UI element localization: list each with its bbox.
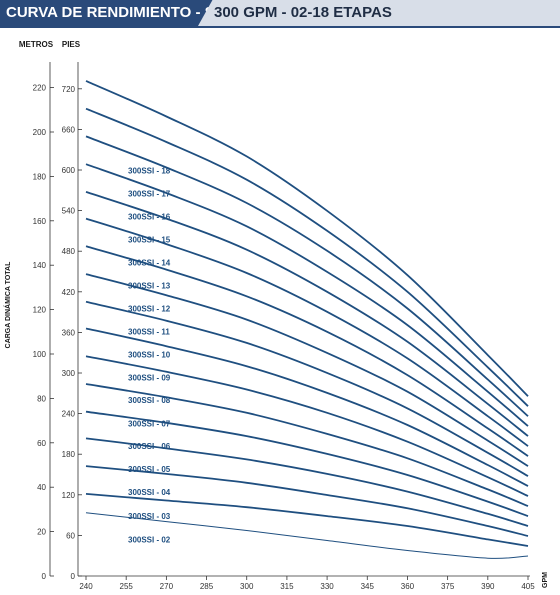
curve-300ssi-11: [85, 273, 529, 467]
curve-300ssi-02: [85, 512, 529, 559]
curve-label: 300SSI - 11: [128, 327, 170, 336]
curve-label: 300SSI - 09: [128, 373, 171, 382]
y-tick-label-metros: 200: [33, 128, 47, 137]
curve-label: 300SSI - 03: [128, 512, 171, 521]
chart-axes: 0 20 40 60 80 100 120 140 160 180 200 220 0 60 120 180 2…: [33, 62, 535, 591]
curve-300ssi-10: [85, 300, 529, 477]
y-tick-label-pies: 360: [62, 328, 76, 337]
curve-label: 300SSI - 06: [128, 442, 171, 451]
y-tick-label-pies: 240: [62, 410, 76, 419]
y-tick-label-metros: 140: [33, 261, 47, 270]
curve-300ssi-09: [85, 327, 529, 487]
y-tick-label-pies: 720: [62, 85, 76, 94]
curve-label: 300SSI - 05: [128, 465, 171, 474]
x-tick-label: 345: [361, 582, 375, 591]
curve-300ssi-03: [85, 493, 529, 547]
x-tick-label: 270: [160, 582, 174, 591]
curve-300ssi-04: [85, 465, 529, 537]
curve-label: 300SSI - 12: [128, 304, 171, 313]
curve-label: 300SSI - 02: [128, 536, 171, 545]
y-tick-label-pies: 0: [71, 572, 76, 581]
chart-subtitle: 300 GPM - 02-18 ETAPAS: [198, 0, 560, 26]
curve-series: [85, 80, 529, 559]
x-axis-title: GPM: [542, 572, 549, 588]
curve-label: 300SSI - 04: [128, 488, 171, 497]
y-tick-label-pies: 60: [66, 531, 75, 540]
y-tick-label-metros: 20: [37, 528, 46, 537]
y-tick-label-pies: 600: [62, 166, 76, 175]
curve-labels: 300SSI - 02 300SSI - 03 300SSI - 04 300SSI …: [128, 167, 171, 545]
y-tick-label-metros: 180: [33, 172, 47, 181]
y-tick-label-pies: 300: [62, 369, 76, 378]
curve-300ssi-14: [85, 191, 529, 437]
curve-label: 300SSI - 14: [128, 259, 171, 268]
x-tick-label: 360: [401, 582, 415, 591]
x-tick-label: 285: [200, 582, 214, 591]
y-tick-label-metros: 100: [33, 350, 47, 359]
curve-300ssi-05: [85, 437, 529, 527]
chart-title: CURVA DE RENDIMIENTO - SSI 6”: [0, 0, 214, 26]
curve-label: 300SSI - 17: [128, 190, 171, 199]
curve-label: 300SSI - 16: [128, 213, 171, 222]
curve-300ssi-08: [85, 355, 529, 497]
y-unit-left: METROS: [19, 40, 54, 49]
curve-300ssi-07: [85, 383, 529, 507]
y-tick-label-metros: 40: [37, 483, 46, 492]
x-tick-label: 300: [240, 582, 254, 591]
y-tick-label-pies: 540: [62, 207, 76, 216]
y-tick-label-metros: 220: [33, 84, 47, 93]
curve-label: 300SSI - 08: [128, 396, 171, 405]
chart-subtitle-text: 300 GPM - 02-18 ETAPAS: [214, 4, 392, 21]
curve-label: 300SSI - 10: [128, 350, 171, 359]
curve-300ssi-18: [85, 80, 529, 397]
curve-300ssi-17: [85, 107, 529, 407]
x-tick-label: 390: [481, 582, 495, 591]
x-tick-label: 255: [120, 582, 134, 591]
chart-header: CURVA DE RENDIMIENTO - SSI 6” 300 GPM - …: [0, 0, 560, 28]
y-tick-label-metros: 0: [42, 572, 47, 581]
x-tick-label: 240: [79, 582, 93, 591]
curve-label: 300SSI - 07: [128, 419, 171, 428]
curve-300ssi-12: [85, 245, 529, 457]
y-axis-title: CARGA DINÁMICA TOTAL: [3, 261, 12, 348]
curve-300ssi-16: [85, 135, 529, 417]
y-tick-label-metros: 120: [33, 306, 47, 315]
curve-label: 300SSI - 18: [128, 167, 171, 176]
y-unit-right: PIES: [62, 40, 81, 49]
curve-300ssi-15: [85, 163, 529, 427]
y-tick-label-metros: 80: [37, 394, 46, 403]
header-underline: [0, 26, 560, 28]
y-tick-label-pies: 420: [62, 288, 76, 297]
y-tick-label-metros: 60: [37, 439, 46, 448]
x-tick-label: 330: [320, 582, 334, 591]
curve-label: 300SSI - 15: [128, 236, 171, 245]
y-tick-label-pies: 660: [62, 125, 76, 134]
curve-300ssi-06: [85, 410, 529, 517]
y-tick-label-pies: 480: [62, 247, 76, 256]
y-tick-label-metros: 160: [33, 217, 47, 226]
x-tick-label: 405: [521, 582, 535, 591]
curve-300ssi-13: [85, 217, 529, 447]
y-tick-label-pies: 180: [62, 450, 76, 459]
x-tick-label: 315: [280, 582, 294, 591]
x-tick-label: 375: [441, 582, 455, 591]
curve-label: 300SSI - 13: [128, 281, 171, 290]
y-tick-label-pies: 120: [62, 491, 76, 500]
